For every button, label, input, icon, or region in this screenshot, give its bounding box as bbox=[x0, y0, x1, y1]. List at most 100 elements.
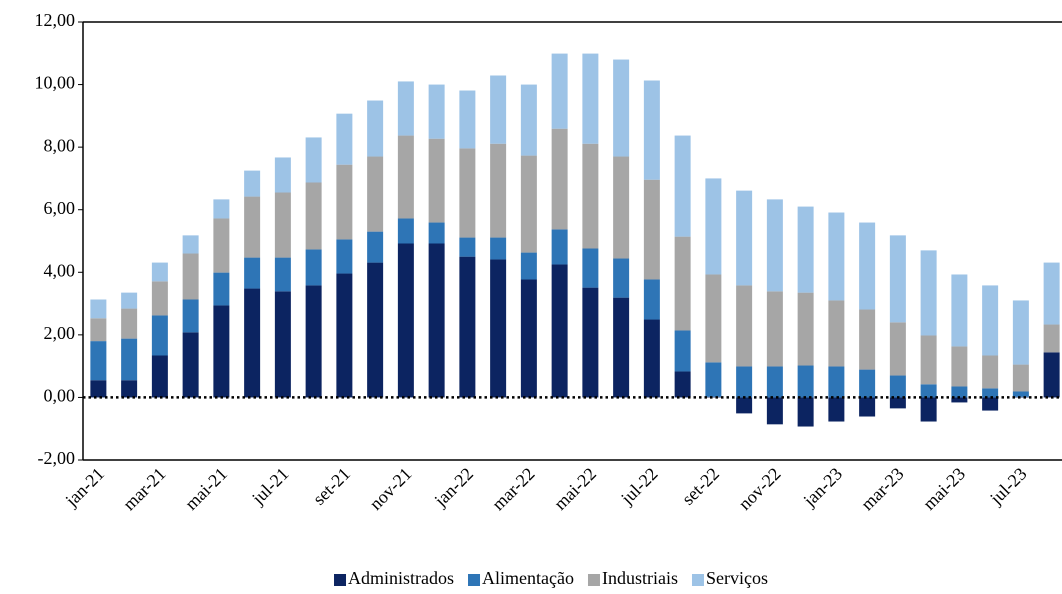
bar bbox=[244, 170, 261, 197]
bar bbox=[397, 81, 414, 136]
bar bbox=[705, 396, 722, 398]
bar bbox=[459, 256, 476, 398]
bar bbox=[613, 297, 630, 398]
bar bbox=[1043, 262, 1060, 325]
bar bbox=[490, 143, 507, 238]
bar bbox=[889, 375, 906, 398]
bar bbox=[859, 369, 876, 398]
bar bbox=[736, 397, 753, 414]
x-tick-label: jul-21 bbox=[247, 464, 292, 509]
bar bbox=[920, 384, 937, 398]
bar bbox=[736, 285, 753, 367]
bar bbox=[213, 218, 230, 273]
bar bbox=[305, 285, 322, 398]
bar bbox=[766, 291, 783, 367]
x-tick-label: mai-21 bbox=[181, 464, 231, 514]
y-tick-label: 2,00 bbox=[44, 323, 76, 343]
legend: Administrados Alimentação Industriais Servi… bbox=[334, 568, 768, 588]
bar bbox=[951, 386, 968, 398]
bar bbox=[859, 222, 876, 310]
bar bbox=[982, 388, 999, 398]
bar bbox=[244, 288, 261, 398]
x-tick-label: mar-21 bbox=[119, 464, 170, 515]
bar bbox=[551, 53, 568, 129]
bar bbox=[121, 292, 138, 309]
bar bbox=[674, 135, 691, 237]
x-tick-label: jan-21 bbox=[61, 464, 108, 511]
bar bbox=[121, 338, 138, 381]
x-tick-label: jan-23 bbox=[799, 464, 846, 511]
bar bbox=[428, 222, 445, 244]
bar bbox=[920, 250, 937, 336]
bar bbox=[367, 156, 384, 232]
bar bbox=[920, 335, 937, 385]
bar bbox=[828, 212, 845, 301]
y-tick-label: 10,00 bbox=[35, 73, 76, 93]
bar bbox=[828, 300, 845, 367]
legend-label: Serviços bbox=[706, 568, 768, 588]
bar bbox=[244, 196, 261, 258]
bar bbox=[490, 237, 507, 260]
bar bbox=[90, 341, 107, 381]
bar bbox=[336, 239, 353, 274]
bar bbox=[336, 273, 353, 398]
x-tick-label: mai-23 bbox=[919, 464, 969, 514]
x-tick-label: nov-22 bbox=[734, 464, 784, 514]
bar bbox=[582, 143, 599, 249]
bar bbox=[797, 365, 814, 398]
legend-swatch bbox=[468, 574, 481, 586]
bar bbox=[889, 322, 906, 376]
bar bbox=[213, 199, 230, 219]
bar bbox=[859, 309, 876, 370]
bar bbox=[274, 257, 291, 292]
bar bbox=[305, 249, 322, 286]
bar bbox=[244, 257, 261, 289]
bar bbox=[182, 235, 199, 254]
bar bbox=[367, 100, 384, 157]
bar bbox=[490, 75, 507, 144]
x-tick-label: jul-22 bbox=[616, 464, 661, 509]
bar bbox=[551, 128, 568, 230]
y-tick-label: 12,00 bbox=[35, 10, 76, 30]
bar bbox=[643, 279, 660, 320]
bar bbox=[643, 179, 660, 280]
bar bbox=[889, 235, 906, 323]
bar bbox=[459, 90, 476, 149]
bar bbox=[951, 346, 968, 387]
bar bbox=[705, 274, 722, 363]
bar bbox=[305, 137, 322, 183]
bar bbox=[182, 332, 199, 398]
legend-label: Alimentação bbox=[482, 568, 574, 588]
x-tick-label: set-21 bbox=[309, 464, 354, 509]
bar bbox=[920, 397, 937, 422]
legend-label: Administrados bbox=[348, 568, 454, 588]
bar bbox=[582, 53, 599, 144]
bar bbox=[213, 272, 230, 306]
bar bbox=[90, 318, 107, 342]
bar bbox=[90, 299, 107, 319]
bar bbox=[121, 308, 138, 339]
bar bbox=[520, 279, 537, 398]
bar bbox=[982, 397, 999, 411]
bar bbox=[797, 206, 814, 293]
bar bbox=[1012, 364, 1029, 392]
bar bbox=[1012, 396, 1029, 398]
bar bbox=[1012, 391, 1029, 397]
bar bbox=[551, 264, 568, 398]
bar bbox=[520, 84, 537, 156]
x-tick-label: set-22 bbox=[678, 464, 723, 509]
bar bbox=[397, 243, 414, 398]
bar bbox=[674, 371, 691, 398]
bar bbox=[90, 380, 107, 398]
bar bbox=[397, 218, 414, 244]
bar bbox=[674, 330, 691, 372]
bar bbox=[766, 199, 783, 292]
bar bbox=[459, 237, 476, 257]
legend-swatch bbox=[587, 574, 600, 586]
bar bbox=[736, 190, 753, 286]
legend-label: Industriais bbox=[602, 568, 678, 588]
bar bbox=[182, 253, 199, 300]
y-tick-label: 8,00 bbox=[44, 135, 76, 155]
bar bbox=[121, 380, 138, 398]
bar bbox=[582, 287, 599, 398]
